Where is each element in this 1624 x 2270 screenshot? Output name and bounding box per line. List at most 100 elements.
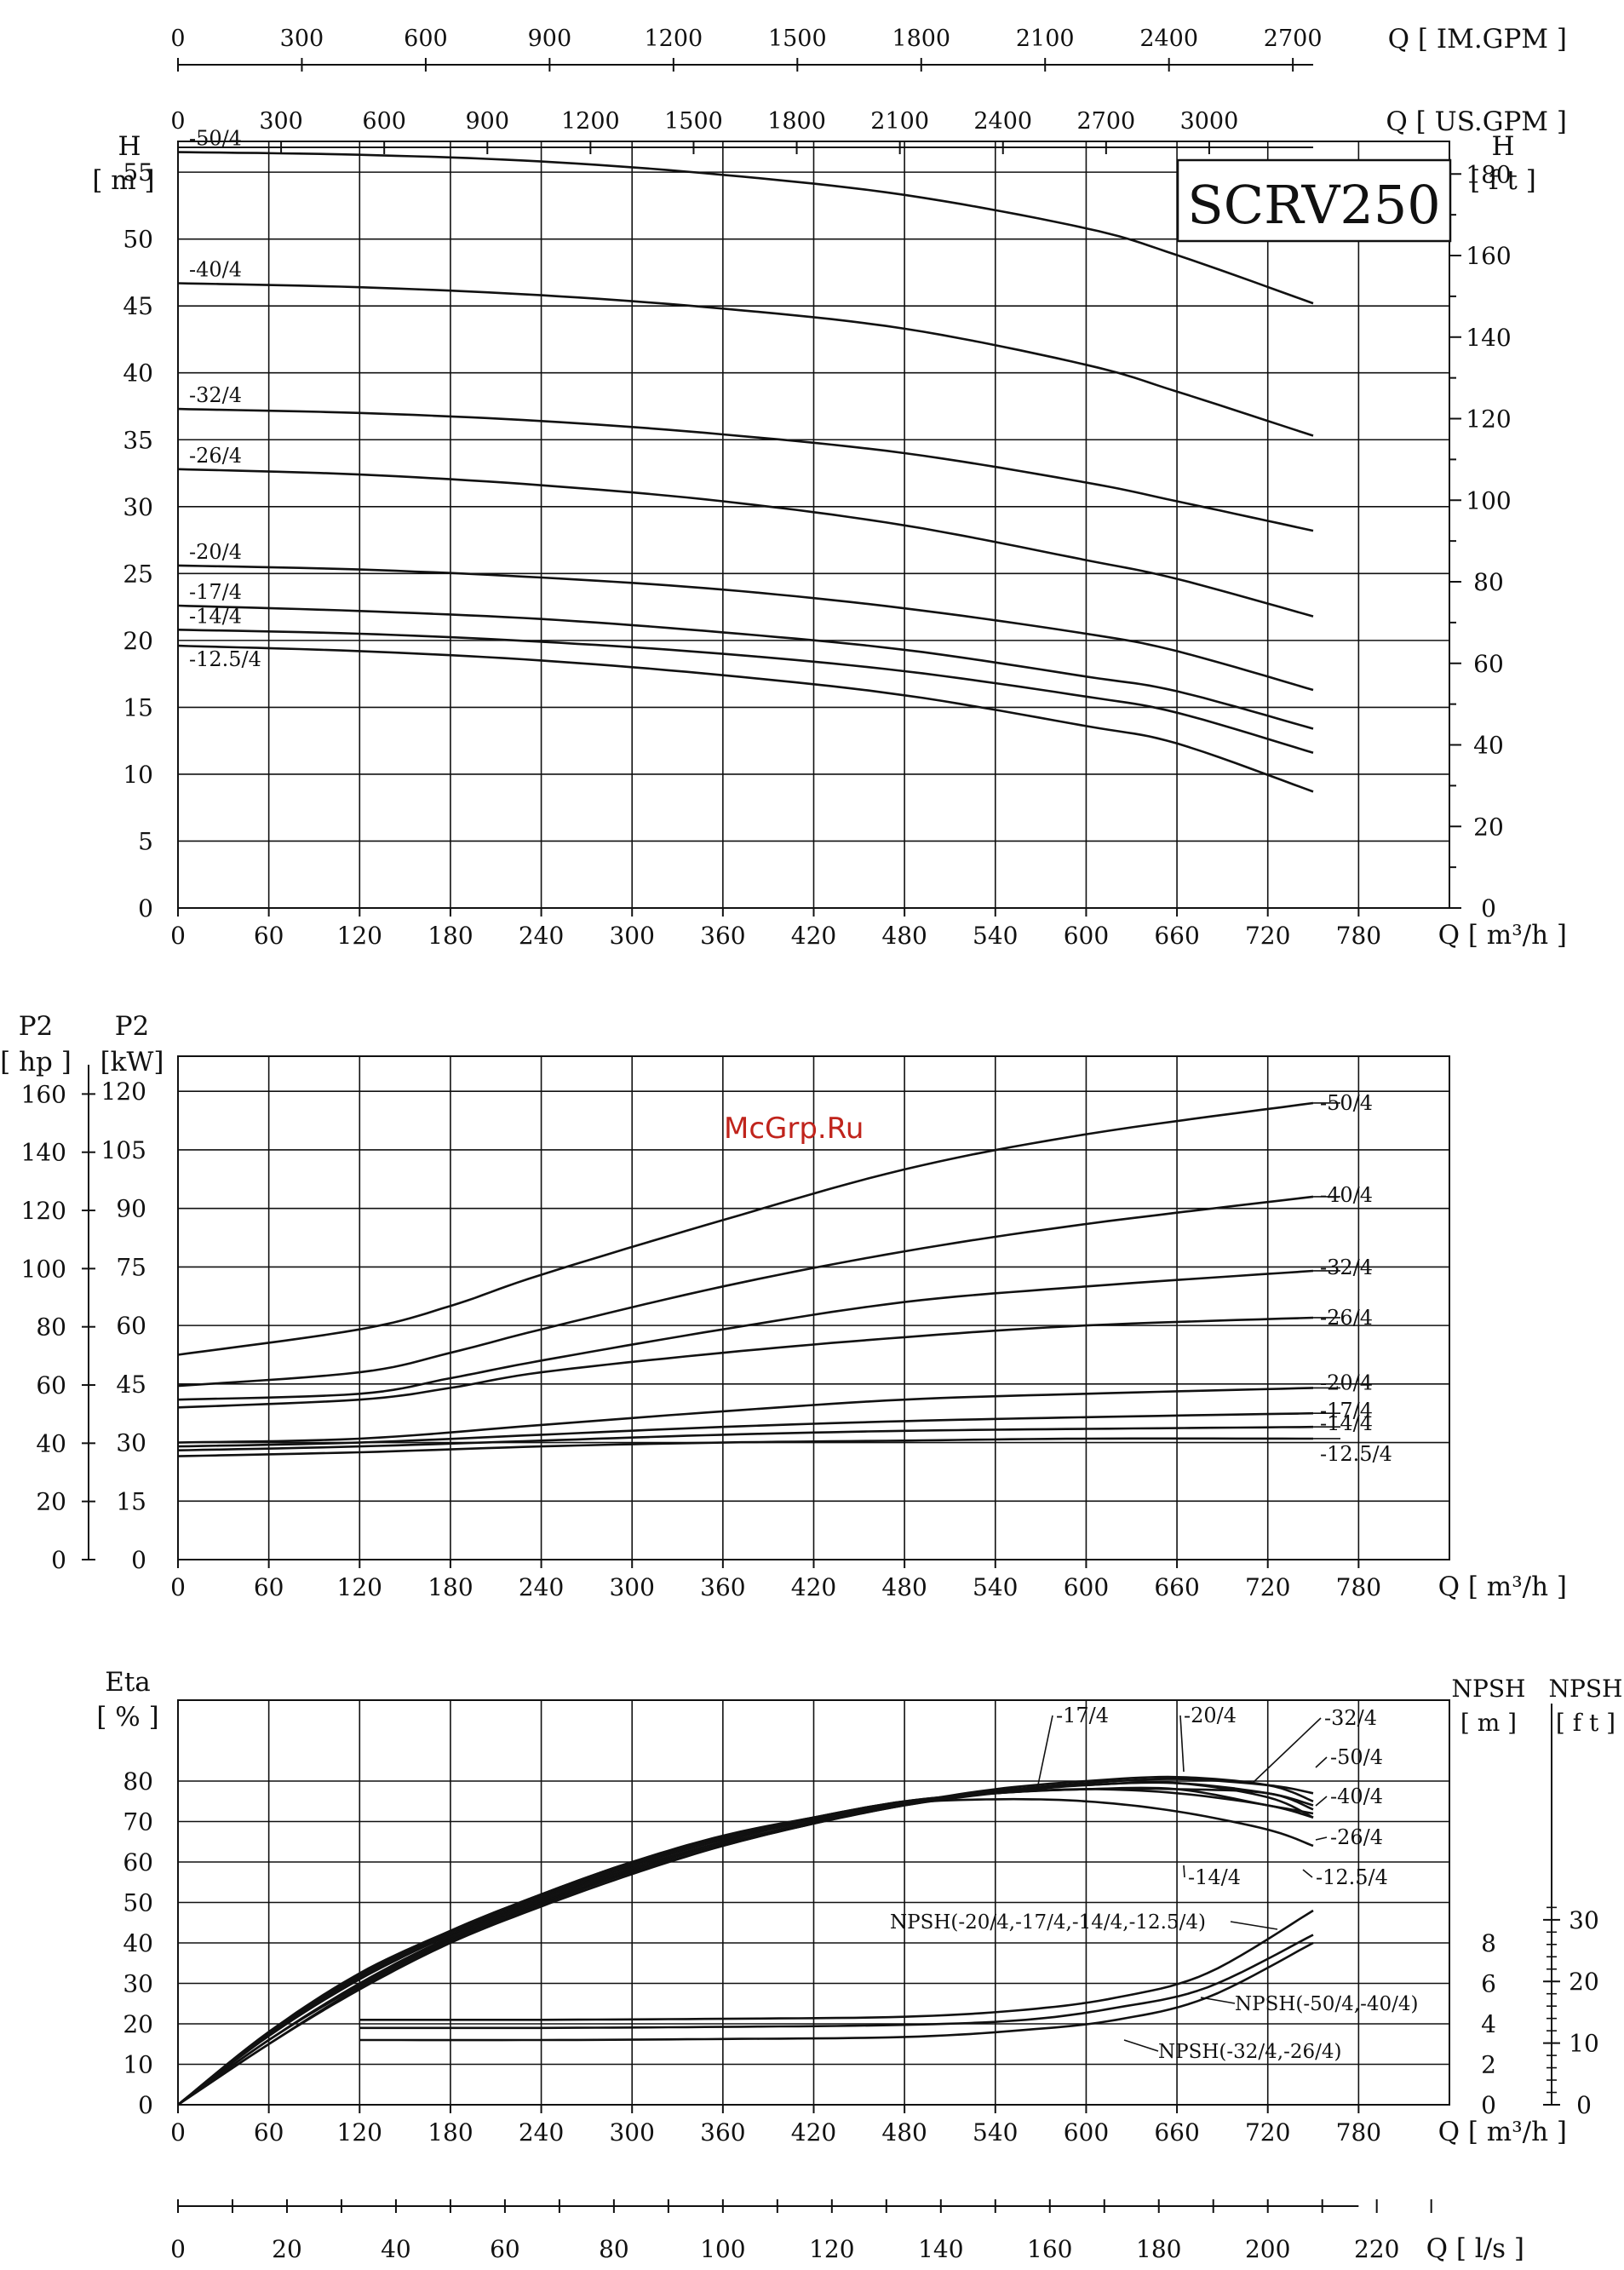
power-hp-label: 60: [36, 1371, 66, 1399]
head-ytick-label: 5: [138, 827, 153, 855]
us-gpm-axis-tick-label: 1800: [767, 108, 826, 135]
head-ytick-label: 45: [123, 292, 153, 320]
head-ytick-label: 25: [123, 560, 153, 588]
power-series-label: -14/4: [1320, 1411, 1373, 1435]
power-kw-label: 30: [116, 1429, 146, 1457]
watermark: McGrp.Ru: [724, 1112, 864, 1146]
eta-xtick-label: 660: [1154, 2118, 1199, 2146]
power-xtick-label: 300: [609, 1573, 654, 1601]
head-curve: [177, 468, 1314, 618]
eta-title: Eta: [105, 1667, 151, 1698]
head-ft-label: 20: [1473, 813, 1504, 841]
power-series-label: -12.5/4: [1320, 1442, 1392, 1466]
ls-axis-tick-label: 100: [700, 2235, 745, 2263]
npsh-m-label: 0: [1481, 2091, 1496, 2119]
curves-layer: [177, 151, 1341, 2106]
eta-label-leader: [1251, 1717, 1322, 1784]
us-gpm-axis-tick-label: 1200: [561, 108, 620, 135]
grid-layer: [177, 141, 1449, 2106]
eta-xtick-label: 600: [1064, 2118, 1109, 2146]
eta-curve: [177, 1781, 1314, 2106]
power-hp-label: 80: [36, 1313, 66, 1342]
eta-ytick-label: 80: [123, 1767, 153, 1796]
head-curve: [177, 407, 1314, 532]
head-curve: [177, 151, 1314, 305]
npsh-label-leader: [1123, 2039, 1159, 2052]
eta-ytick-label: 70: [123, 1808, 153, 1836]
head-series-label: -32/4: [189, 383, 242, 407]
power-kw-unit: [kW]: [100, 1047, 164, 1078]
eta-series-label: -12.5/4: [1316, 1865, 1388, 1889]
head-ytick-label: 35: [123, 426, 153, 454]
power-hp-label: 160: [21, 1080, 66, 1108]
power-hp-label: 20: [36, 1488, 66, 1516]
head-ft-label: 60: [1473, 650, 1504, 678]
head-ft-label: 160: [1466, 242, 1511, 270]
power-xtick-label: 480: [881, 1573, 927, 1601]
power-kw-title: P2: [115, 1011, 150, 1042]
head-ft-label: 140: [1466, 324, 1511, 352]
head-curve: [177, 629, 1314, 755]
power-series-label: -50/4: [1320, 1091, 1373, 1115]
im-gpm-axis-tick-label: 900: [528, 26, 572, 52]
head-curve: [177, 644, 1314, 793]
head-series-label: -50/4: [189, 127, 242, 151]
power-series-label: -20/4: [1320, 1371, 1373, 1394]
eta-label-leader: [1036, 1715, 1053, 1790]
power-kw-label: 75: [116, 1253, 146, 1281]
power-xtick-label: 540: [973, 1573, 1018, 1601]
eta-series-label: -50/4: [1330, 1745, 1383, 1769]
eta-xtick-label: 420: [791, 2118, 836, 2146]
power-hp-label: 120: [21, 1197, 66, 1225]
npsh-m-label: 6: [1481, 1970, 1496, 1998]
head-series-label: -12.5/4: [189, 647, 261, 671]
power-curve: [177, 1101, 1314, 1356]
eta-xtick-label: 300: [609, 2118, 654, 2146]
power-curve: [177, 1437, 1313, 1457]
ls-axis-tick-label: 120: [809, 2235, 854, 2263]
npsh-m-label: 2: [1481, 2051, 1496, 2079]
labels-layer: 0 300 600 900 1200 1500 1800 2100 2400 2700 Q [ IM…: [0, 24, 1622, 2264]
npsh-curve: [359, 1934, 1314, 2030]
power-hp-label: 100: [21, 1255, 66, 1283]
head-series-label: -17/4: [189, 580, 242, 604]
head-ft-label: 180: [1466, 160, 1511, 188]
head-xtick-label: 720: [1245, 922, 1290, 950]
power-kw-label: 60: [116, 1312, 146, 1340]
head-ylabel-unit: [ m ]: [92, 165, 154, 196]
head-ft-label: 80: [1473, 568, 1504, 596]
head-xtick-label: 360: [700, 922, 745, 950]
head-ytick-label: 30: [123, 493, 153, 521]
us-gpm-axis-tick-label: 600: [362, 108, 406, 135]
head-ft-label: 120: [1466, 405, 1511, 434]
power-hp-label: 140: [21, 1139, 66, 1167]
power-curve: [177, 1425, 1314, 1451]
eta-series-label: -17/4: [1056, 1704, 1109, 1727]
npsh-m-unit: [ m ]: [1460, 1709, 1517, 1737]
eta-xtick-label: 360: [700, 2118, 745, 2146]
eta-series-label: -26/4: [1330, 1825, 1383, 1849]
npsh-curve: [359, 1941, 1314, 2042]
im-gpm-axis-tick-label: 1800: [892, 26, 950, 52]
power-hp-label: 0: [51, 1546, 66, 1574]
power-kw-label: 120: [101, 1078, 146, 1106]
power-series-label: -40/4: [1320, 1183, 1373, 1207]
head-ytick-label: 50: [123, 226, 153, 254]
eta-ytick-label: 60: [123, 1848, 153, 1876]
ls-axis-label: Q [ l/s ]: [1426, 2233, 1524, 2264]
eta-xtick-label: 480: [881, 2118, 927, 2146]
head-ytick-label: 20: [123, 627, 153, 655]
head-ylabel-right-unit: [ f t ]: [1470, 165, 1536, 196]
power-curve: [177, 1387, 1314, 1444]
head-xtick-label: 600: [1064, 922, 1109, 950]
im-gpm-axis-tick-label: 2700: [1264, 26, 1323, 52]
eta-label-leader: [1315, 1836, 1328, 1841]
power-curve: [177, 1411, 1314, 1448]
npsh-ft-label: 20: [1569, 1968, 1599, 1996]
power-xtick-label: 180: [428, 1573, 473, 1601]
eta-xtick-label: 720: [1245, 2118, 1290, 2146]
power-series-label: -32/4: [1320, 1256, 1373, 1279]
im-gpm-axis-tick-label: 1500: [768, 26, 827, 52]
head-curve: [177, 564, 1314, 692]
